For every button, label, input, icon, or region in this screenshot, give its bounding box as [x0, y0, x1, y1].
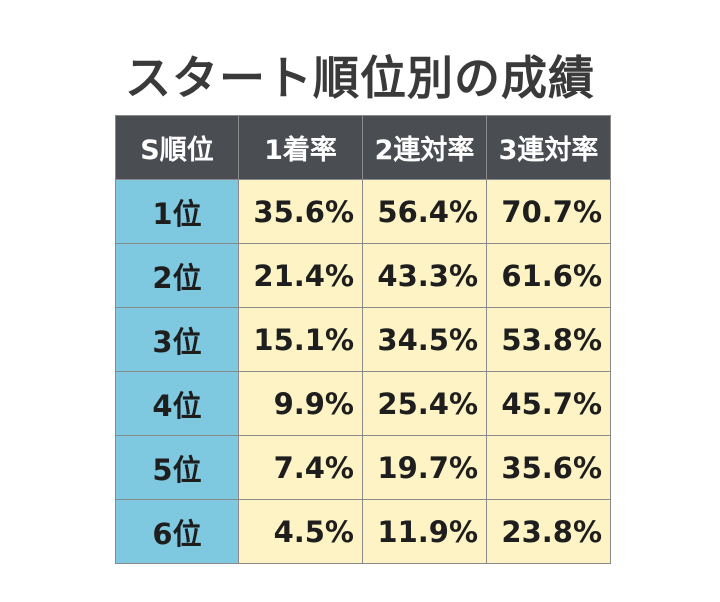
table-row: 2位 21.4% 43.3% 61.6%	[115, 243, 611, 308]
table-row: 5位 7.4% 19.7% 35.6%	[115, 435, 611, 500]
rate-cell: 45.7%	[486, 371, 611, 436]
rate-cell: 43.3%	[362, 243, 487, 308]
rank-cell: 5位	[115, 435, 239, 500]
results-table: S順位 1着率 2連対率 3連対率 1位 35.6% 56.4% 70.7% 2位 21.4% 43…	[115, 115, 611, 564]
rate-cell: 35.6%	[238, 179, 363, 244]
title: スタート順位別の成績	[125, 51, 595, 105]
rate-cell: 34.5%	[362, 307, 487, 372]
rank-cell: 1位	[115, 179, 239, 244]
header-cell: 1着率	[238, 115, 363, 180]
rate-cell: 7.4%	[238, 435, 363, 500]
table-row: 4位 9.9% 25.4% 45.7%	[115, 371, 611, 436]
header-cell: S順位	[115, 115, 239, 180]
rate-cell: 53.8%	[486, 307, 611, 372]
rank-cell: 4位	[115, 371, 239, 436]
rate-cell: 19.7%	[362, 435, 487, 500]
header-cell: 3連対率	[486, 115, 611, 180]
table-row: 3位 15.1% 34.5% 53.8%	[115, 307, 611, 372]
rate-cell: 4.5%	[238, 499, 363, 564]
header-cell: 2連対率	[362, 115, 487, 180]
rate-cell: 70.7%	[486, 179, 611, 244]
table-row: 6位 4.5% 11.9% 23.8%	[115, 499, 611, 564]
rank-cell: 6位	[115, 499, 239, 564]
rate-cell: 23.8%	[486, 499, 611, 564]
table-row: 1位 35.6% 56.4% 70.7%	[115, 179, 611, 244]
header-row: S順位 1着率 2連対率 3連対率	[115, 115, 611, 180]
rate-cell: 15.1%	[238, 307, 363, 372]
rate-cell: 9.9%	[238, 371, 363, 436]
rank-cell: 3位	[115, 307, 239, 372]
rate-cell: 35.6%	[486, 435, 611, 500]
rate-cell: 25.4%	[362, 371, 487, 436]
rate-cell: 11.9%	[362, 499, 487, 564]
rate-cell: 56.4%	[362, 179, 487, 244]
rate-cell: 21.4%	[238, 243, 363, 308]
rate-cell: 61.6%	[486, 243, 611, 308]
rank-cell: 2位	[115, 243, 239, 308]
